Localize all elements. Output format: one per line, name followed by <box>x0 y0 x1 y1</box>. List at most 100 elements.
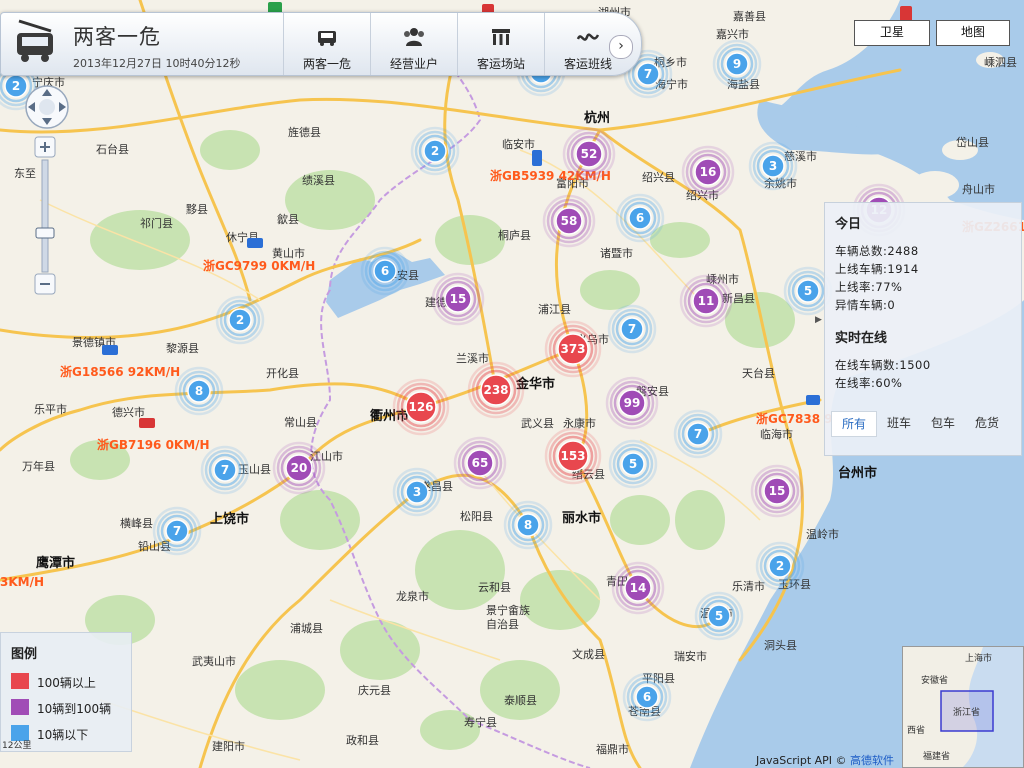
vehicle-cluster-blue[interactable]: 5 <box>783 266 833 316</box>
vehicle-cluster-purple[interactable]: 65 <box>453 436 507 490</box>
vehicle-cluster-blue[interactable]: 9 <box>712 39 762 89</box>
nav-item-two-passenger[interactable]: 两客一危 <box>283 13 370 75</box>
stat-row: 异情车辆:0 <box>835 298 896 312</box>
cluster-dot <box>624 574 652 602</box>
city-label: 临海市 <box>760 427 793 441</box>
city-label: 常山县 <box>284 416 317 429</box>
nav-next-button[interactable]: › <box>609 35 633 59</box>
cluster-ring <box>507 504 549 546</box>
vehicle-marker-icon[interactable] <box>102 345 118 355</box>
cluster-count: 2 <box>431 144 439 158</box>
overview-city: 上海市 <box>965 652 992 664</box>
vehicle-cluster-red[interactable]: 373 <box>544 320 602 378</box>
pan-control[interactable] <box>22 84 72 130</box>
cluster-ring <box>615 193 665 243</box>
vehicle-cluster-blue[interactable]: 2 <box>755 541 805 591</box>
vehicle-cluster-red[interactable]: 126 <box>392 378 450 436</box>
city-label: 永康市 <box>563 416 596 430</box>
vehicle-cluster-blue[interactable]: 8 <box>503 500 553 550</box>
legend-swatch-purple <box>11 699 29 715</box>
city-label: 开化县 <box>266 366 299 380</box>
vehicle-cluster-purple[interactable]: 20 <box>272 441 326 495</box>
vehicle-cluster-blue[interactable]: 3 <box>748 141 798 191</box>
cluster-dot <box>213 458 237 482</box>
cluster-ring <box>200 445 250 495</box>
nav-item-stations[interactable]: 客运场站 <box>457 13 544 75</box>
vehicle-cluster-blue[interactable]: 7 <box>673 409 723 459</box>
cluster-ring <box>616 447 650 481</box>
cluster-count: 99 <box>624 396 641 410</box>
nav-item-operators[interactable]: 经营业户 <box>370 13 457 75</box>
vehicle-marker-icon[interactable] <box>247 238 263 248</box>
tab-scheduled[interactable]: 班车 <box>886 416 911 430</box>
vehicle-cluster-blue[interactable]: 6 <box>615 193 665 243</box>
overview-map[interactable]: 上海市 安徽省 西省 福建省 浙江省 <box>902 646 1024 768</box>
attribution-link[interactable]: 高德软件 <box>850 754 895 767</box>
vehicle-cluster-blue[interactable]: 7 <box>200 445 250 495</box>
cluster-ring <box>439 280 477 318</box>
zoom-track <box>41 159 49 273</box>
vehicle-plate-label: 浙G18566 92KM/H <box>60 364 180 379</box>
main-nav: 两客一危 经营业户 客运场站 客运班线 <box>283 13 631 75</box>
cluster-ring <box>716 43 758 85</box>
vehicle-cluster-blue[interactable]: 5 <box>608 439 658 489</box>
satellite-button[interactable]: 卫星 <box>854 20 930 46</box>
cluster-ring <box>461 444 499 482</box>
city-label: 嘉兴市 <box>716 27 749 41</box>
vehicle-cluster-red[interactable]: 153 <box>544 427 602 485</box>
vehicle-cluster-blue[interactable]: 6 <box>622 672 672 722</box>
vehicle-marker-icon[interactable] <box>900 6 912 22</box>
cluster-ring <box>544 427 602 485</box>
panel-collapse-icon[interactable]: ▶ <box>815 315 822 325</box>
vehicle-cluster-blue[interactable]: 2 <box>410 126 460 176</box>
vehicle-cluster-blue[interactable]: 7 <box>607 304 657 354</box>
cluster-ring <box>364 250 406 292</box>
cluster-ring <box>752 145 794 187</box>
tab-all[interactable]: 所有 <box>831 411 877 437</box>
tab-hazardous[interactable]: 危货 <box>974 416 999 430</box>
vehicle-marker-icon[interactable] <box>532 150 542 166</box>
vehicle-cluster-purple[interactable]: 58 <box>542 194 596 248</box>
vehicle-cluster-blue[interactable]: 6 <box>360 246 410 296</box>
city-label: 鹰潭市 <box>36 555 75 571</box>
vehicle-cluster-purple[interactable]: 15 <box>750 464 804 518</box>
cluster-ring <box>550 202 588 240</box>
vehicle-cluster-purple[interactable]: 11 <box>679 274 733 328</box>
vehicle-marker-icon[interactable] <box>268 2 282 14</box>
overview-viewport[interactable] <box>940 690 994 732</box>
cluster-ring <box>720 47 754 81</box>
vehicle-marker-icon[interactable] <box>139 418 155 428</box>
cluster-count: 15 <box>450 292 467 306</box>
stat-row: 在线率:60% <box>835 376 903 390</box>
cluster-count: 6 <box>381 264 389 278</box>
vehicle-cluster-blue[interactable]: 7 <box>623 49 673 99</box>
overview-canvas: 上海市 安徽省 西省 福建省 浙江省 <box>903 647 994 767</box>
city-label: 旌德县 <box>288 125 321 139</box>
city-label: 富阳市 <box>556 176 589 190</box>
vehicle-cluster-blue[interactable]: 3 <box>392 467 442 517</box>
vehicle-cluster-purple[interactable]: 15 <box>431 272 485 326</box>
cluster-dot <box>187 379 211 403</box>
vehicle-plate-label: 3KM/H <box>0 575 44 589</box>
vehicle-cluster-blue[interactable]: 7 <box>152 506 202 556</box>
city-label: 万年县 <box>22 459 55 473</box>
vehicle-cluster-purple[interactable]: 52 <box>562 127 616 181</box>
city-label: 青田 <box>606 575 628 588</box>
map-view-button[interactable]: 地图 <box>936 20 1010 46</box>
tab-charter[interactable]: 包车 <box>930 416 955 430</box>
vehicle-cluster-blue[interactable]: 8 <box>174 366 224 416</box>
vehicle-cluster-red[interactable]: 238 <box>467 361 525 419</box>
vehicle-cluster-purple[interactable]: 99 <box>605 376 659 430</box>
pan-up-icon <box>42 89 52 96</box>
vehicle-cluster-blue[interactable]: 2 <box>215 295 265 345</box>
vehicle-cluster-blue[interactable]: 5 <box>694 591 744 641</box>
cluster-ring <box>471 365 521 415</box>
vehicle-marker-icon[interactable] <box>806 395 820 405</box>
cluster-ring <box>546 198 592 244</box>
realtime-title: 实时在线 <box>835 331 888 346</box>
vehicle-cluster-purple[interactable]: 16 <box>681 145 735 199</box>
zoom-control[interactable] <box>34 136 56 296</box>
nav-item-routes[interactable]: 客运班线 <box>544 13 631 75</box>
cluster-dot <box>628 206 652 230</box>
vehicle-cluster-purple[interactable]: 14 <box>611 561 665 615</box>
